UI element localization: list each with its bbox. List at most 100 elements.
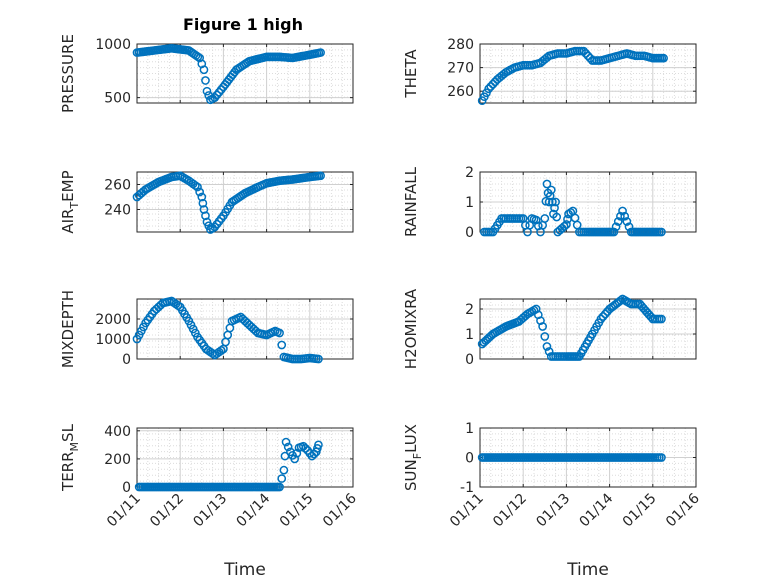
axes-box xyxy=(136,43,354,104)
x-tick-label: 01/14 xyxy=(234,490,274,530)
data-point xyxy=(316,48,325,57)
axes-h2omixra: 0 1 2 H2OMIXRA xyxy=(402,288,697,369)
y-tick-label: 0 xyxy=(465,352,474,368)
data-point xyxy=(486,82,496,91)
y-tick-label: 2000 xyxy=(95,312,131,328)
data-point xyxy=(598,312,608,321)
y-label-subscript: F xyxy=(411,453,424,459)
y-label-part: EMP xyxy=(59,170,77,201)
data-point xyxy=(616,211,625,221)
y-axis-label: PRESSURE xyxy=(59,34,77,113)
data-point xyxy=(283,442,293,452)
y-label-part: AIR xyxy=(59,209,77,234)
data-point xyxy=(225,323,235,333)
axes-mixdepth: 0 1000 2000 MIXDEPTH xyxy=(59,290,354,368)
data-point xyxy=(301,444,310,453)
data-point xyxy=(484,84,493,94)
y-tick-label: 200 xyxy=(104,452,131,468)
data-point xyxy=(540,214,550,223)
y-axis-label: RAINFALL xyxy=(402,166,420,237)
data-point xyxy=(488,79,498,89)
y-tick-label: 1 xyxy=(465,195,474,211)
data-point xyxy=(277,340,287,350)
data-point xyxy=(290,454,300,464)
data-point xyxy=(201,76,210,85)
data-point xyxy=(199,65,209,75)
y-tick-label: -1 xyxy=(460,480,474,496)
data-point xyxy=(559,222,569,231)
data-point xyxy=(275,482,284,492)
x-axis-label: Time xyxy=(566,560,609,580)
data-point xyxy=(314,440,323,450)
data-point xyxy=(281,437,291,447)
x-tick-label: 01/13 xyxy=(190,491,230,531)
axes-box xyxy=(479,298,697,360)
axes-terr-msl: 0 200 400 01/11 01/12 01/13 01/14 01/15 01/16 Tim… xyxy=(59,423,360,580)
y-label-part: SL xyxy=(59,423,77,442)
axes-pressure: 500 1000 PRESSURE xyxy=(59,34,354,113)
data-point xyxy=(657,227,666,237)
data-point xyxy=(198,198,208,208)
y-tick-label: 1 xyxy=(465,327,474,343)
data-point xyxy=(550,203,559,213)
data-point xyxy=(193,182,202,192)
y-tick-label: 2 xyxy=(465,302,474,318)
y-tick-label: 270 xyxy=(447,61,474,77)
y-tick-label: 0 xyxy=(122,480,131,496)
data-point xyxy=(202,86,212,96)
data-point xyxy=(195,187,204,197)
axes-air-temp: 240 260 AIRTEMP xyxy=(59,170,354,234)
y-axis-label: AIRTEMP xyxy=(59,170,81,233)
data-point xyxy=(657,314,666,324)
data-point xyxy=(544,347,554,356)
data-point xyxy=(657,453,666,462)
x-tick-label: 01/11 xyxy=(447,491,487,531)
data-point xyxy=(622,217,632,226)
y-tick-label: 260 xyxy=(447,84,474,100)
data-point xyxy=(551,197,560,207)
data-point xyxy=(190,181,200,190)
axes-box xyxy=(479,43,697,104)
data-point xyxy=(600,309,610,319)
y-axis-label: H2OMIXRA xyxy=(402,288,420,369)
data-point xyxy=(566,208,576,217)
data-point xyxy=(618,206,627,216)
x-tick-label: 01/15 xyxy=(620,491,660,531)
figure-title: Figure 1 high xyxy=(183,15,303,34)
y-axis-label: THETA xyxy=(402,49,420,99)
data-point xyxy=(277,474,287,483)
x-tick-label: 01/12 xyxy=(490,491,530,531)
data-point xyxy=(620,211,630,221)
y-tick-label: 240 xyxy=(104,203,131,219)
axes-sun-flux: -1 0 1 01/11 01/12 01/13 01/14 01/15 01/16 Time SU… xyxy=(402,421,703,580)
y-tick-label: 260 xyxy=(104,178,131,194)
data-point xyxy=(581,49,591,58)
axes-box xyxy=(136,298,354,360)
data-point xyxy=(546,185,556,195)
y-label-part: LUX xyxy=(402,424,420,453)
data-point xyxy=(659,53,668,63)
y-tick-label: 0 xyxy=(465,451,474,467)
data-point xyxy=(572,220,582,230)
x-tick-label: 01/14 xyxy=(577,490,617,530)
axes-box xyxy=(136,171,354,233)
data-point xyxy=(579,46,589,56)
data-point xyxy=(596,314,606,324)
x-tick-label: 01/16 xyxy=(320,490,360,530)
x-tick-label: 01/11 xyxy=(104,491,144,531)
data-point xyxy=(292,448,302,458)
y-label-subscript: M xyxy=(68,442,81,452)
data-point xyxy=(197,192,207,202)
data-point xyxy=(613,217,623,226)
data-point xyxy=(314,354,323,364)
x-tick-label: 01/15 xyxy=(277,491,317,531)
data-point xyxy=(542,179,552,189)
y-label-subscript: T xyxy=(68,202,81,210)
x-axis-label: Time xyxy=(223,560,266,580)
data-point xyxy=(216,346,226,355)
data-point xyxy=(609,227,619,237)
x-tick-label: 01/12 xyxy=(147,491,187,531)
y-tick-label: 1000 xyxy=(95,37,131,53)
data-point xyxy=(616,296,626,305)
